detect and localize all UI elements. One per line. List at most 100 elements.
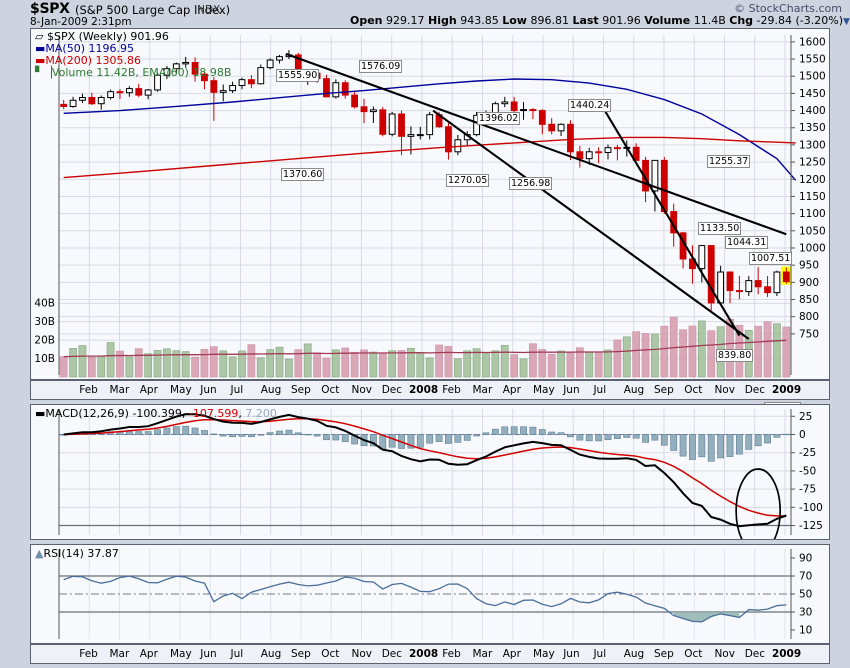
svg-text:-75: -75: [799, 484, 816, 496]
macd-panel[interactable]: 25 0 -25 -50 -75 -100 -125 ▬MACD(12,26,9) -100…: [30, 404, 830, 540]
svg-text:1600: 1600: [799, 36, 826, 48]
svg-text:1050: 1050: [799, 225, 826, 237]
date-axis-month: Oct: [684, 648, 703, 660]
svg-text:0: 0: [799, 429, 806, 441]
price-annotation: 1007.51: [749, 252, 793, 265]
svg-text:850: 850: [799, 294, 819, 306]
price-annotation: 1396.02: [477, 112, 521, 125]
svg-text:30: 30: [799, 607, 812, 619]
date-axis-month: Dec: [381, 384, 403, 396]
date-axis-month: Dec: [744, 384, 766, 396]
chart-header: $SPX (S&P 500 Large Cap Index) INDX 8-Ja…: [0, 0, 850, 28]
svg-text:-50: -50: [799, 465, 816, 477]
change-value: -29.84 (-3.20%): [756, 14, 843, 27]
date-axis-month: Aug: [260, 648, 282, 660]
date-axis-month: Feb: [79, 648, 98, 660]
date-axis-month: May: [169, 384, 192, 396]
symbol-ticker: $SPX: [30, 1, 70, 17]
date-axis-year: 2008: [408, 384, 439, 396]
low-label: Low: [502, 14, 527, 27]
svg-text:50: 50: [799, 589, 812, 601]
date-axis-month: Oct: [684, 384, 703, 396]
svg-text:1000: 1000: [799, 242, 826, 254]
volume-label: Volume: [644, 14, 691, 27]
chevron-down-icon[interactable]: ▼: [842, 17, 850, 27]
price-annotation: 1270.05: [446, 174, 490, 187]
high-value: 943.85: [460, 14, 499, 27]
svg-text:750: 750: [799, 328, 819, 340]
date-axis-month: Apr: [139, 384, 158, 396]
date-axis-year: 2008: [408, 648, 439, 660]
date-axis-month: Nov: [714, 648, 735, 660]
legend-price: ▱ $SPX (Weekly) 901.96: [35, 30, 169, 43]
svg-text:30B: 30B: [34, 316, 55, 328]
last-label: Last: [572, 14, 599, 27]
date-axis-month: Mar: [109, 648, 130, 660]
date-axis-top: Feb Mar Apr May Jun Jul Aug Sep Oct Nov Dec 2008 Feb…: [30, 380, 830, 400]
date-axis-month: Jun: [200, 648, 217, 660]
date-axis-month: Oct: [321, 384, 340, 396]
price-annotation: 1044.31: [725, 236, 769, 249]
date-axis-month: Jul: [230, 384, 244, 396]
date-axis-month: Aug: [623, 648, 645, 660]
price-panel[interactable]: 40B 30B 20B 10B 1600 1550 1500 1450 1400 1350 1300…: [30, 28, 830, 415]
date-axis-month: Mar: [109, 384, 130, 396]
date-axis-month: Jul: [230, 648, 244, 660]
rsi-panel[interactable]: 90 70 50 30 10 ▲RSI(14) 37.87: [30, 544, 830, 644]
price-annotation: 1370.60: [281, 168, 325, 181]
svg-text:-25: -25: [799, 447, 816, 459]
date-axis-month: Jun: [563, 384, 580, 396]
date-axis-month: Mar: [472, 384, 493, 396]
volume-value: 11.4B: [693, 14, 726, 27]
svg-text:20B: 20B: [34, 335, 55, 347]
date-axis-month: Sep: [290, 384, 311, 396]
date-axis-month: Aug: [260, 384, 282, 396]
date-axis-month: Apr: [139, 648, 158, 660]
symbol-name: (S&P 500 Large Cap Index): [75, 3, 231, 17]
date-axis-month: Apr: [502, 648, 521, 660]
date-axis-month: Nov: [351, 384, 372, 396]
legend-macd: ▬MACD(12,26,9) -100.399, -107.599, 7.200: [35, 407, 277, 420]
date-axis-month: Nov: [714, 384, 735, 396]
svg-text:1250: 1250: [799, 157, 826, 169]
price-annotation: 839.80: [716, 349, 754, 362]
quote-bar: Open 929.17 High 943.85 Low 896.81 Last …: [350, 14, 850, 27]
svg-text:800: 800: [799, 311, 819, 323]
date-axis-month: Sep: [653, 648, 674, 660]
svg-text:10: 10: [799, 625, 812, 637]
svg-text:70: 70: [799, 571, 812, 583]
date-axis-month: May: [169, 648, 192, 660]
date-axis-month: Nov: [351, 648, 372, 660]
date-axis-month: May: [532, 648, 555, 660]
price-annotation: 1440.24: [568, 99, 612, 112]
date-axis-month: Sep: [290, 648, 311, 660]
open-label: Open: [350, 14, 383, 27]
date-axis-month: Feb: [442, 648, 461, 660]
svg-text:1300: 1300: [799, 139, 826, 151]
legend-rsi: ▲RSI(14) 37.87: [35, 547, 119, 560]
low-value: 896.81: [530, 14, 569, 27]
price-annotation: 1256.98: [509, 177, 553, 190]
svg-text:1450: 1450: [799, 88, 826, 100]
legend-volume: ▘▕Volume 11.42B, EMA(60) 18.98B: [35, 66, 232, 79]
svg-text:1550: 1550: [799, 54, 826, 66]
svg-text:1150: 1150: [799, 191, 826, 203]
change-label: Chg: [729, 14, 754, 27]
date-axis-month: Dec: [381, 648, 403, 660]
symbol-exchange: INDX: [194, 4, 221, 16]
open-value: 929.17: [386, 14, 425, 27]
stockcharts-logo: © StockCharts.com: [734, 2, 842, 15]
svg-text:900: 900: [799, 277, 819, 289]
date-axis-month: Aug: [623, 384, 645, 396]
svg-text:90: 90: [799, 553, 812, 565]
date-axis-month: Dec: [744, 648, 766, 660]
svg-text:1350: 1350: [799, 122, 826, 134]
legend-ma50: ▬MA(50) 1196.95: [35, 42, 134, 55]
svg-text:1500: 1500: [799, 71, 826, 83]
high-label: High: [428, 14, 457, 27]
date-axis-month: Feb: [442, 384, 461, 396]
date-axis-month: Jun: [200, 384, 217, 396]
svg-text:10B: 10B: [34, 353, 55, 365]
date-axis-month: Sep: [653, 384, 674, 396]
